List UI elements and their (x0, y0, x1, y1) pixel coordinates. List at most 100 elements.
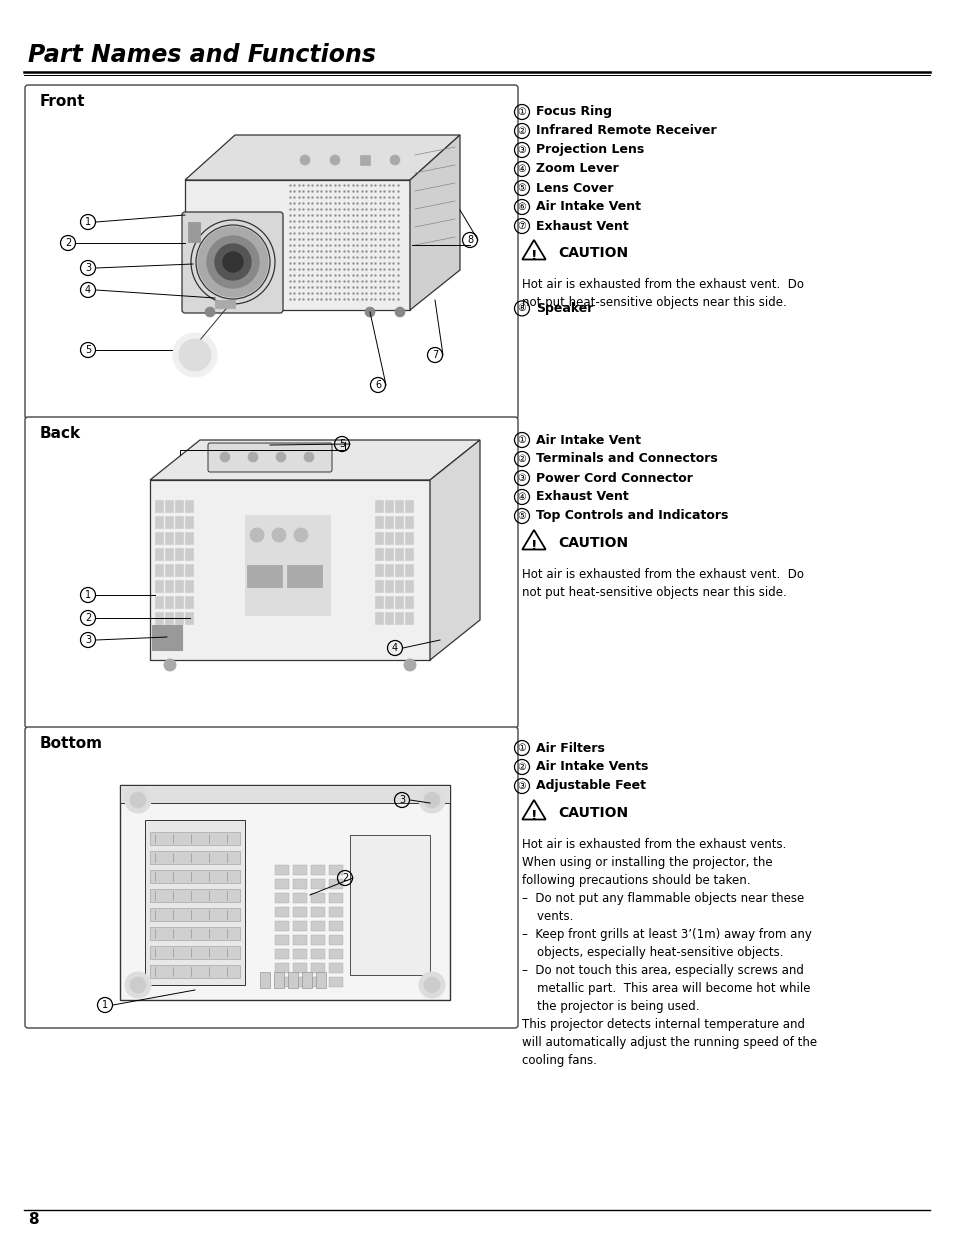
Text: ①: ① (517, 107, 526, 117)
Bar (375, 613, 382, 624)
Bar (293, 977, 307, 987)
FancyBboxPatch shape (25, 417, 517, 727)
Bar (165, 613, 172, 624)
Text: Exhaust Vent: Exhaust Vent (536, 490, 628, 504)
Bar (174, 548, 183, 559)
Text: 2: 2 (65, 238, 71, 248)
Bar (260, 972, 270, 988)
Text: 3: 3 (398, 795, 405, 805)
Text: ②: ② (517, 454, 526, 464)
Text: Bottom: Bottom (40, 736, 103, 752)
Polygon shape (150, 480, 430, 659)
Circle shape (172, 333, 216, 377)
Circle shape (418, 787, 444, 813)
Bar (293, 948, 307, 960)
Bar (395, 532, 402, 543)
Bar (395, 580, 402, 592)
Text: 4: 4 (392, 643, 397, 653)
Text: ⑤: ⑤ (517, 511, 526, 521)
Text: 5: 5 (85, 345, 91, 354)
Circle shape (214, 245, 251, 280)
Text: 4: 4 (85, 285, 91, 295)
Bar (154, 613, 163, 624)
Text: 8: 8 (466, 235, 473, 245)
Bar (154, 532, 163, 543)
Circle shape (272, 529, 286, 542)
Bar (154, 548, 163, 559)
Bar (245, 515, 330, 615)
Circle shape (179, 338, 211, 370)
Bar (150, 908, 240, 921)
Bar (274, 921, 289, 931)
Text: Terminals and Connectors: Terminals and Connectors (536, 452, 717, 466)
Bar (185, 548, 193, 559)
Bar (375, 516, 382, 529)
Circle shape (403, 659, 416, 671)
Bar (311, 864, 325, 876)
Bar (385, 548, 393, 559)
Circle shape (125, 787, 151, 813)
Text: Adjustable Feet: Adjustable Feet (536, 779, 645, 793)
Text: 3: 3 (85, 263, 91, 273)
Circle shape (220, 452, 230, 462)
Bar (311, 921, 325, 931)
Text: Top Controls and Indicators: Top Controls and Indicators (536, 510, 727, 522)
Bar (154, 597, 163, 608)
Bar (287, 564, 322, 587)
Circle shape (418, 972, 444, 998)
Bar (174, 564, 183, 576)
Circle shape (304, 452, 314, 462)
Bar (274, 893, 289, 903)
Polygon shape (150, 440, 479, 480)
Bar (214, 300, 234, 308)
Bar (150, 946, 240, 960)
Bar (405, 613, 413, 624)
Bar (311, 948, 325, 960)
Text: Infrared Remote Receiver: Infrared Remote Receiver (536, 125, 716, 137)
Bar (150, 851, 240, 864)
Text: CAUTION: CAUTION (558, 536, 627, 550)
Bar (120, 785, 450, 1000)
Bar (174, 532, 183, 543)
Bar (405, 564, 413, 576)
Circle shape (423, 977, 439, 993)
Bar (311, 893, 325, 903)
Text: !: ! (530, 809, 537, 823)
Bar (274, 963, 289, 973)
Circle shape (294, 529, 308, 542)
Text: 1: 1 (102, 1000, 108, 1010)
Bar (395, 516, 402, 529)
Bar (293, 921, 307, 931)
Bar (293, 893, 307, 903)
Bar (293, 864, 307, 876)
Bar (385, 613, 393, 624)
Text: Zoom Lever: Zoom Lever (536, 163, 618, 175)
Bar (165, 597, 172, 608)
Text: Power Cord Connector: Power Cord Connector (536, 472, 692, 484)
Bar (385, 597, 393, 608)
Text: Front: Front (40, 95, 86, 110)
Bar (165, 500, 172, 513)
Bar (311, 935, 325, 945)
Circle shape (248, 452, 257, 462)
FancyBboxPatch shape (182, 212, 283, 312)
Circle shape (275, 452, 286, 462)
Bar (385, 500, 393, 513)
Text: 2: 2 (85, 613, 91, 622)
Text: Lens Cover: Lens Cover (536, 182, 613, 194)
Bar (395, 613, 402, 624)
Bar (165, 580, 172, 592)
Bar (329, 921, 343, 931)
Text: 1: 1 (85, 217, 91, 227)
Bar (150, 965, 240, 978)
Bar (247, 564, 282, 587)
Bar (145, 820, 245, 986)
Bar (395, 597, 402, 608)
Text: 1: 1 (85, 590, 91, 600)
Bar (329, 963, 343, 973)
Bar (385, 516, 393, 529)
Bar (185, 532, 193, 543)
Text: Speaker: Speaker (536, 301, 593, 315)
Bar (293, 963, 307, 973)
Circle shape (130, 977, 146, 993)
